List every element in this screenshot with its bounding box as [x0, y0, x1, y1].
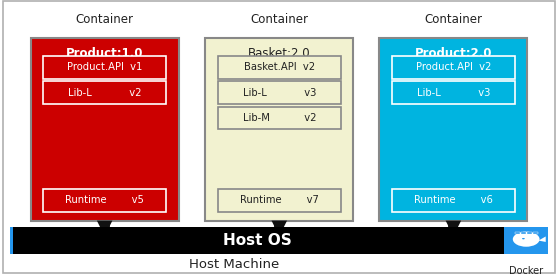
Text: Host Machine: Host Machine [189, 258, 280, 271]
Text: Host OS: Host OS [223, 233, 292, 248]
Text: Container: Container [76, 13, 133, 26]
FancyBboxPatch shape [218, 189, 341, 212]
Text: Container: Container [425, 13, 482, 26]
Text: Basket:2.0: Basket:2.0 [248, 47, 311, 60]
FancyBboxPatch shape [10, 227, 504, 254]
Text: Runtime        v6: Runtime v6 [414, 195, 493, 205]
Text: Product:2.0: Product:2.0 [415, 47, 492, 60]
Text: Container: Container [251, 13, 308, 26]
Text: Product.API  v1: Product.API v1 [67, 62, 142, 72]
Ellipse shape [513, 232, 540, 247]
Text: Lib-L            v3: Lib-L v3 [243, 88, 316, 98]
Text: Basket.API  v2: Basket.API v2 [244, 62, 315, 72]
Text: Runtime        v7: Runtime v7 [240, 195, 319, 205]
FancyBboxPatch shape [521, 232, 526, 234]
FancyBboxPatch shape [392, 56, 515, 78]
Ellipse shape [522, 238, 525, 239]
Polygon shape [538, 236, 546, 242]
FancyBboxPatch shape [218, 81, 341, 104]
FancyBboxPatch shape [392, 81, 515, 104]
FancyBboxPatch shape [533, 232, 538, 234]
FancyBboxPatch shape [527, 232, 532, 234]
FancyBboxPatch shape [379, 38, 527, 221]
FancyBboxPatch shape [218, 107, 341, 129]
Text: Docker
Runtime: Docker Runtime [506, 266, 547, 274]
Text: Product:1.0: Product:1.0 [66, 47, 143, 60]
FancyBboxPatch shape [504, 227, 548, 254]
Text: Lib-M           v2: Lib-M v2 [243, 113, 316, 123]
Text: Lib-L            v3: Lib-L v3 [417, 88, 490, 98]
FancyBboxPatch shape [205, 38, 353, 221]
FancyBboxPatch shape [218, 56, 341, 78]
FancyBboxPatch shape [43, 189, 166, 212]
FancyBboxPatch shape [10, 227, 13, 254]
Text: Lib-L            v2: Lib-L v2 [68, 88, 141, 98]
Text: Runtime        v5: Runtime v5 [65, 195, 144, 205]
FancyBboxPatch shape [515, 232, 520, 234]
Text: Product.API  v2: Product.API v2 [416, 62, 491, 72]
FancyBboxPatch shape [43, 56, 166, 78]
FancyBboxPatch shape [392, 189, 515, 212]
FancyBboxPatch shape [31, 38, 179, 221]
FancyBboxPatch shape [43, 81, 166, 104]
